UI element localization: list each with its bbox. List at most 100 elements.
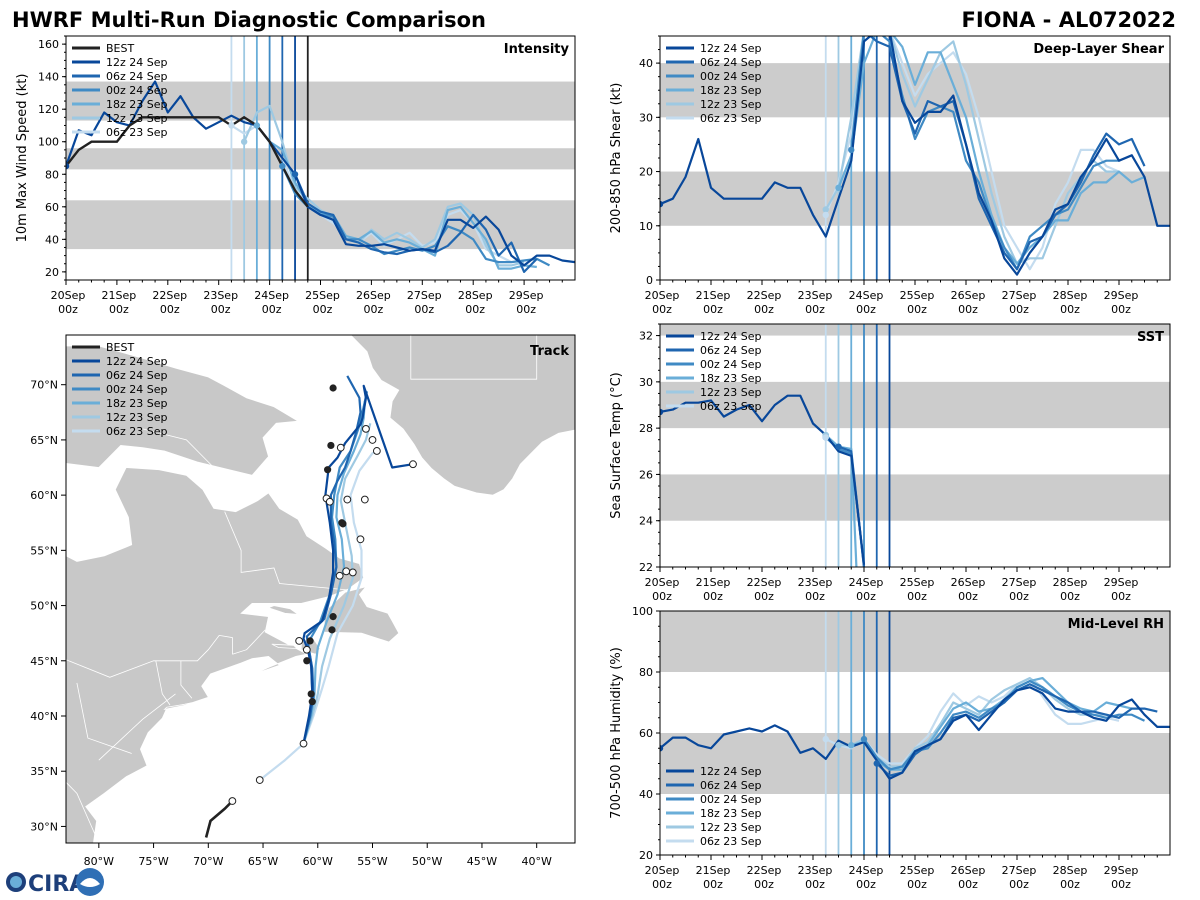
x-tick-sublabel: 00z bbox=[516, 303, 536, 316]
init-marker bbox=[822, 735, 829, 743]
y-tick-label: 30 bbox=[639, 111, 653, 124]
x-tick-sublabel: 00z bbox=[160, 303, 180, 316]
seal-wave-icon bbox=[80, 878, 100, 887]
x-tick-sublabel: 00z bbox=[652, 590, 672, 603]
y-tick-label: 22 bbox=[639, 561, 653, 574]
x-tick-label: 25Sep bbox=[305, 289, 340, 302]
best-track-line bbox=[204, 800, 234, 838]
shaded-band bbox=[660, 324, 1170, 336]
init-marker bbox=[873, 760, 880, 767]
x-tick-sublabel: 00z bbox=[1111, 878, 1131, 891]
legend-label: 00z 24 Sep bbox=[106, 383, 168, 396]
x-tick-sublabel: 00z bbox=[58, 303, 78, 316]
lat-tick-label: 35°N bbox=[30, 765, 58, 778]
border-line bbox=[66, 781, 100, 843]
forecast-position-marker bbox=[343, 495, 352, 504]
legend-label: 00z 24 Sep bbox=[106, 84, 168, 97]
newfoundland bbox=[323, 586, 400, 643]
series-line bbox=[825, 676, 1120, 765]
figure-title: HWRF Multi-Run Diagnostic Comparison bbox=[12, 8, 486, 32]
best-position-marker bbox=[328, 626, 336, 634]
forecast-position-marker bbox=[368, 436, 377, 444]
shaded-band bbox=[660, 611, 1170, 672]
forecast-position-marker bbox=[295, 637, 304, 645]
x-tick-sublabel: 00z bbox=[856, 878, 876, 891]
panel-title: Deep-Layer Shear bbox=[1033, 42, 1164, 57]
x-tick-label: 20Sep bbox=[645, 576, 680, 589]
panel-title: Mid-Level RH bbox=[1068, 617, 1164, 632]
best-position-marker bbox=[306, 637, 314, 645]
forecast-position-marker bbox=[372, 447, 381, 455]
x-tick-label: 22Sep bbox=[747, 289, 782, 302]
x-tick-label: 22Sep bbox=[747, 864, 782, 877]
y-axis-label: 700-500 hPa Humidity (%) bbox=[609, 647, 624, 819]
legend-label: 00z 24 Sep bbox=[700, 793, 762, 806]
y-tick-label: 20 bbox=[45, 266, 59, 279]
greenland bbox=[350, 335, 575, 496]
x-tick-sublabel: 00z bbox=[754, 878, 774, 891]
x-tick-sublabel: 00z bbox=[805, 878, 825, 891]
x-tick-sublabel: 00z bbox=[1060, 590, 1080, 603]
shaded-band bbox=[66, 148, 575, 170]
x-tick-label: 28Sep bbox=[1053, 864, 1088, 877]
x-tick-label: 28Sep bbox=[1053, 576, 1088, 589]
track-panel: 80°W 75°W 70°W 65°W 60°W 55°W 50°W 45°W 40°W 30°N… bbox=[30, 334, 576, 868]
x-tick-label: 25Sep bbox=[900, 289, 935, 302]
y-tick-label: 0 bbox=[646, 274, 653, 287]
series-line bbox=[660, 36, 1170, 276]
best-position-marker bbox=[307, 690, 315, 698]
x-tick-sublabel: 00z bbox=[958, 303, 978, 316]
x-tick-label: 21Sep bbox=[696, 576, 731, 589]
legend-label: 06z 24 Sep bbox=[700, 56, 762, 69]
legend-label: 12z 23 Sep bbox=[106, 112, 168, 125]
x-tick-label: 20Sep bbox=[51, 289, 86, 302]
legend-label: 12z 24 Sep bbox=[106, 355, 168, 368]
x-tick-sublabel: 00z bbox=[805, 590, 825, 603]
x-tick-label: 24Sep bbox=[254, 289, 289, 302]
lat-tick-label: 40°N bbox=[30, 710, 58, 723]
cira-logo: CIRA bbox=[6, 868, 104, 897]
lon-tick-label: 65°W bbox=[248, 855, 278, 868]
x-tick-label: 22Sep bbox=[152, 289, 187, 302]
init-marker bbox=[253, 122, 261, 129]
lat-tick-label: 60°N bbox=[30, 489, 58, 502]
x-tick-label: 20Sep bbox=[645, 289, 680, 302]
init-marker bbox=[835, 443, 842, 450]
intensity-panel: 2040608010012014016020Sep00z21Sep00z22Se… bbox=[15, 35, 576, 316]
x-tick-sublabel: 00z bbox=[907, 878, 927, 891]
lon-tick-label: 45°W bbox=[467, 855, 497, 868]
x-tick-sublabel: 00z bbox=[1060, 303, 1080, 316]
y-tick-label: 100 bbox=[38, 136, 59, 149]
shaded-band bbox=[660, 63, 1170, 118]
y-axis-label: 10m Max Wind Speed (kt) bbox=[15, 74, 30, 243]
init-marker bbox=[860, 735, 868, 743]
legend-label: 12z 24 Sep bbox=[700, 330, 762, 343]
x-tick-label: 27Sep bbox=[1002, 289, 1037, 302]
x-tick-label: 24Sep bbox=[849, 576, 884, 589]
anticosti-island bbox=[267, 605, 300, 615]
legend-label: 18z 23 Sep bbox=[700, 84, 762, 97]
series-line bbox=[660, 394, 866, 565]
x-tick-sublabel: 00z bbox=[465, 303, 485, 316]
border-line bbox=[76, 682, 132, 754]
border-line bbox=[224, 511, 350, 591]
init-marker bbox=[822, 211, 829, 219]
map-area bbox=[66, 335, 575, 843]
legend-label: 12z 24 Sep bbox=[106, 56, 168, 69]
legend-label: BEST bbox=[106, 341, 134, 354]
y-axis-label: 200-850 hPa Shear (kt) bbox=[609, 83, 624, 234]
best-position-marker bbox=[339, 520, 347, 528]
best-position-marker bbox=[324, 466, 332, 474]
init-marker bbox=[240, 138, 248, 145]
north-america-landmass bbox=[66, 467, 365, 843]
storm-title: FIONA - AL072022 bbox=[962, 8, 1176, 32]
series-line bbox=[824, 36, 1120, 271]
init-marker bbox=[848, 146, 855, 154]
panel-title: Intensity bbox=[504, 42, 570, 57]
forecast-position-marker bbox=[255, 776, 264, 784]
x-tick-sublabel: 00z bbox=[1009, 590, 1029, 603]
legend-label: 12z 23 Sep bbox=[106, 411, 168, 424]
globe-inner-icon bbox=[10, 876, 22, 888]
y-tick-label: 40 bbox=[639, 788, 653, 801]
y-tick-label: 160 bbox=[38, 38, 59, 51]
